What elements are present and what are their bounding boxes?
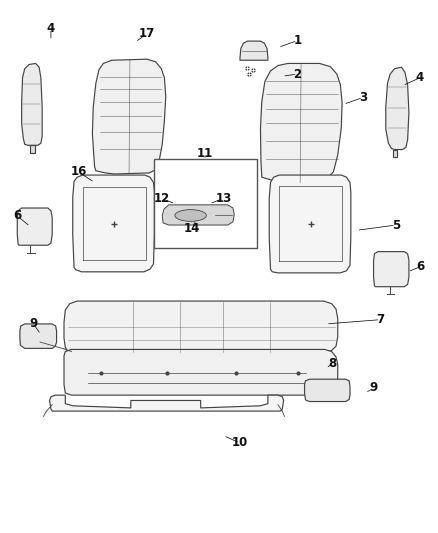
Text: 1: 1 bbox=[293, 34, 302, 47]
Text: 3: 3 bbox=[359, 91, 367, 104]
Polygon shape bbox=[162, 205, 234, 225]
Text: 9: 9 bbox=[29, 318, 38, 330]
Polygon shape bbox=[374, 252, 409, 287]
Polygon shape bbox=[386, 67, 409, 150]
Text: 11: 11 bbox=[197, 147, 213, 160]
Text: 4: 4 bbox=[416, 71, 424, 84]
Polygon shape bbox=[269, 175, 351, 273]
Ellipse shape bbox=[175, 209, 206, 221]
Text: 12: 12 bbox=[153, 192, 170, 205]
Bar bbox=[154, 159, 257, 248]
Polygon shape bbox=[64, 301, 338, 353]
Polygon shape bbox=[20, 324, 57, 349]
Polygon shape bbox=[304, 379, 350, 401]
Polygon shape bbox=[261, 63, 342, 182]
Text: 16: 16 bbox=[70, 165, 87, 179]
Text: 10: 10 bbox=[232, 437, 248, 449]
Polygon shape bbox=[17, 208, 52, 245]
Polygon shape bbox=[92, 59, 166, 174]
Text: 7: 7 bbox=[377, 313, 385, 326]
Text: 2: 2 bbox=[293, 68, 302, 80]
Text: 5: 5 bbox=[392, 219, 400, 231]
Text: 9: 9 bbox=[370, 381, 378, 394]
Text: 6: 6 bbox=[13, 209, 21, 222]
Text: 14: 14 bbox=[184, 222, 200, 235]
Text: 8: 8 bbox=[328, 357, 337, 370]
Text: 13: 13 bbox=[215, 192, 232, 205]
Polygon shape bbox=[21, 63, 42, 146]
Polygon shape bbox=[49, 395, 284, 411]
Text: 6: 6 bbox=[417, 260, 425, 273]
Text: 4: 4 bbox=[47, 22, 55, 35]
Polygon shape bbox=[393, 150, 397, 157]
Text: 17: 17 bbox=[139, 27, 155, 40]
Polygon shape bbox=[73, 175, 154, 272]
Polygon shape bbox=[64, 350, 338, 395]
Polygon shape bbox=[30, 146, 35, 153]
Polygon shape bbox=[240, 41, 268, 60]
